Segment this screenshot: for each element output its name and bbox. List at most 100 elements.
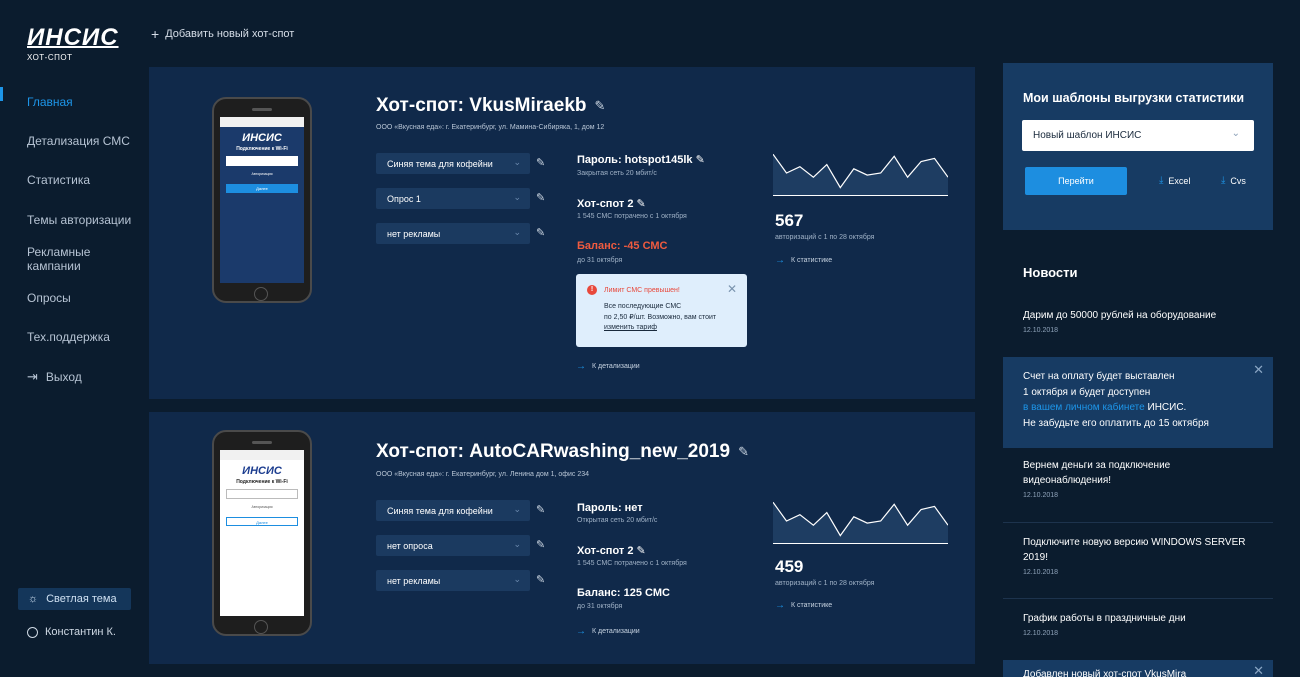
network-info: Открытая сеть 20 мбит/с bbox=[577, 517, 658, 524]
notice-brand: ИНСИС. bbox=[1147, 402, 1187, 413]
sidebar-item-polls[interactable]: Опросы bbox=[0, 278, 140, 317]
alert-text-line: по 2,50 ₽/шт. Возможно, вам стоит bbox=[604, 313, 717, 321]
edit-pencil-icon[interactable]: ✎ bbox=[695, 154, 705, 166]
sidebar-item-logout[interactable]: ⇥ Выход bbox=[0, 357, 140, 396]
edit-pencil-icon[interactable]: ✎ bbox=[636, 545, 646, 557]
sidebar-item-ad-campaigns[interactable]: Рекламные кампании bbox=[0, 239, 140, 278]
chart-area bbox=[773, 502, 948, 544]
close-icon[interactable]: ✕ bbox=[726, 282, 737, 296]
phone-status-bar bbox=[220, 117, 304, 127]
sidebar-item-support[interactable]: Тех.поддержка bbox=[0, 318, 140, 357]
phone-auth-label: Авторизация bbox=[251, 505, 273, 509]
user-profile[interactable]: Константин К. bbox=[27, 626, 116, 638]
phone-status-bar bbox=[220, 450, 304, 460]
statistics-link[interactable]: → К статистике bbox=[775, 600, 832, 611]
edit-pencil-icon[interactable]: ✎ bbox=[536, 192, 546, 204]
phone-auth-label: Авторизация bbox=[251, 172, 273, 176]
phone-speaker bbox=[252, 441, 272, 444]
add-hotspot-link[interactable]: + Добавить новый хот-спот bbox=[151, 25, 295, 42]
go-button[interactable]: Перейти bbox=[1025, 167, 1127, 195]
news-item[interactable]: Подключите новую версию WINDOWS SERVER 2… bbox=[1003, 535, 1273, 576]
hotspot-title-text: Хот-спот: AutoCARwashing_new_2019 bbox=[376, 441, 731, 462]
edit-pencil-icon[interactable]: ✎ bbox=[536, 227, 546, 239]
auth-chart bbox=[773, 153, 948, 196]
edit-pencil-icon[interactable]: ✎ bbox=[536, 574, 546, 586]
ad-select[interactable]: нет рекламы ⌄ bbox=[376, 223, 530, 244]
arrow-right-icon: → bbox=[775, 600, 785, 611]
poll-select[interactable]: Опрос 1 ⌄ bbox=[376, 188, 530, 209]
statistics-link[interactable]: → К статистике bbox=[775, 255, 832, 266]
close-icon[interactable]: ✕ bbox=[1253, 663, 1264, 677]
hotspot-title: Хот-спот: VkusMiraekb ✎ bbox=[376, 95, 605, 117]
edit-pencil-icon[interactable]: ✎ bbox=[594, 98, 606, 113]
logo[interactable]: ИНСИС ХОТ-СПОТ bbox=[27, 26, 119, 63]
balance-until: до 31 октября bbox=[577, 603, 623, 610]
template-select-value: Новый шаблон ИНСИС bbox=[1033, 130, 1142, 141]
edit-pencil-icon[interactable]: ✎ bbox=[536, 157, 546, 169]
hotspot-name: Хот-спот 2 ✎ bbox=[577, 197, 646, 210]
sun-icon: ☼ bbox=[28, 593, 39, 605]
hotspot-title-text: Хот-спот: VkusMiraekb bbox=[376, 95, 587, 116]
edit-pencil-icon[interactable]: ✎ bbox=[636, 198, 646, 210]
phone-brand: ИНСИС bbox=[242, 132, 282, 144]
user-name: Константин К. bbox=[45, 626, 116, 638]
templates-title: Мои шаблоны выгрузки статистики bbox=[1023, 91, 1245, 105]
theme-select[interactable]: Синяя тема для кофейни ⌄ bbox=[376, 153, 530, 174]
chart-line bbox=[773, 153, 948, 189]
news-item[interactable]: Дарим до 50000 рублей на оборудование 12… bbox=[1003, 308, 1273, 334]
sidebar-item-auth-themes[interactable]: Темы авторизации bbox=[0, 200, 140, 239]
edit-pencil-icon[interactable]: ✎ bbox=[738, 444, 749, 459]
select-value: Синяя тема для кофейни bbox=[387, 505, 493, 516]
light-theme-button[interactable]: ☼ Светлая тема bbox=[18, 588, 131, 610]
edit-pencil-icon[interactable]: ✎ bbox=[536, 504, 546, 516]
news-item-date: 12.10.2018 bbox=[1023, 492, 1059, 499]
news-title: Новости bbox=[1023, 265, 1078, 280]
template-select[interactable]: Новый шаблон ИНСИС ⌄ bbox=[1022, 120, 1254, 151]
alert-title: Лимит СМС превышен! bbox=[604, 287, 680, 294]
news-item-title: Вернем деньги за подключение видеонаблюд… bbox=[1023, 460, 1171, 486]
sidebar-item-label: Главная bbox=[27, 94, 73, 109]
phone-title: Подключение к Wi-Fi bbox=[236, 146, 288, 152]
change-tariff-link[interactable]: изменить тариф bbox=[604, 324, 657, 331]
add-hotspot-label: Добавить новый хот-спот bbox=[165, 28, 295, 40]
details-link[interactable]: → К детализации bbox=[576, 361, 640, 372]
news-item[interactable]: Вернем деньги за подключение видеонаблюд… bbox=[1003, 458, 1273, 499]
statistics-link-label: К статистике bbox=[791, 257, 833, 264]
hotspot-name-text: Хот-спот 2 bbox=[577, 198, 634, 210]
theme-select[interactable]: Синяя тема для кофейни ⌄ bbox=[376, 500, 530, 521]
excel-download[interactable]: ⤓ Excel bbox=[1159, 175, 1190, 186]
hotspot-address: ООО «Вкусная еда»: г. Екатеринбург, ул. … bbox=[376, 124, 605, 131]
plus-icon: + bbox=[151, 25, 160, 42]
sidebar-item-sms-details[interactable]: Детализация СМС bbox=[0, 121, 140, 160]
sidebar-item-home[interactable]: Главная bbox=[0, 82, 140, 121]
details-link-label: К детализации bbox=[592, 628, 640, 635]
details-link[interactable]: → К детализации bbox=[576, 626, 640, 637]
download-icon: ⤓ bbox=[1221, 175, 1226, 186]
notice-line: в вашем личном кабинете ИНСИС. bbox=[1023, 400, 1253, 416]
cvs-download[interactable]: ⤓ Cvs bbox=[1221, 175, 1246, 186]
chevron-down-icon: ⌄ bbox=[513, 504, 521, 514]
hotspot-title: Хот-спот: AutoCARwashing_new_2019 ✎ bbox=[376, 441, 749, 463]
new-hotspot-notice: Добавлен новый хот-спот VkusMira ✕ bbox=[1003, 660, 1273, 677]
balance: Баланс: -45 СМС bbox=[577, 240, 668, 252]
sidebar-nav: Главная Детализация СМС Статистика Темы … bbox=[0, 82, 140, 396]
news-item-title: График работы в праздничные дни bbox=[1023, 613, 1186, 624]
hotspot-name-text: Хот-спот 2 bbox=[577, 545, 634, 557]
edit-pencil-icon[interactable]: ✎ bbox=[536, 539, 546, 551]
sidebar-item-statistics[interactable]: Статистика bbox=[0, 161, 140, 200]
news-item-date: 12.10.2018 bbox=[1023, 327, 1059, 334]
chevron-down-icon: ⌄ bbox=[513, 539, 521, 549]
close-icon[interactable]: ✕ bbox=[1253, 362, 1264, 377]
select-value: Синяя тема для кофейни bbox=[387, 158, 493, 169]
sms-limit-alert: ! Лимит СМС превышен! ✕ Все последующие … bbox=[576, 274, 747, 347]
news-item[interactable]: График работы в праздничные дни 12.10.20… bbox=[1003, 611, 1273, 637]
poll-select[interactable]: нет опроса ⌄ bbox=[376, 535, 530, 556]
logo-subtitle: ХОТ-СПОТ bbox=[27, 53, 73, 62]
select-value: нет рекламы bbox=[387, 228, 441, 239]
payment-notice: Счет на оплату будет выставлен 1 октября… bbox=[1003, 357, 1273, 448]
phone-brand: ИНСИС bbox=[242, 465, 282, 477]
auth-count: 567 bbox=[775, 211, 804, 230]
personal-cabinet-link[interactable]: в вашем личном кабинете bbox=[1023, 402, 1145, 413]
ad-select[interactable]: нет рекламы ⌄ bbox=[376, 570, 530, 591]
phone-preview: ИНСИС Подключение к Wi-Fi Авторизация Да… bbox=[212, 97, 312, 303]
